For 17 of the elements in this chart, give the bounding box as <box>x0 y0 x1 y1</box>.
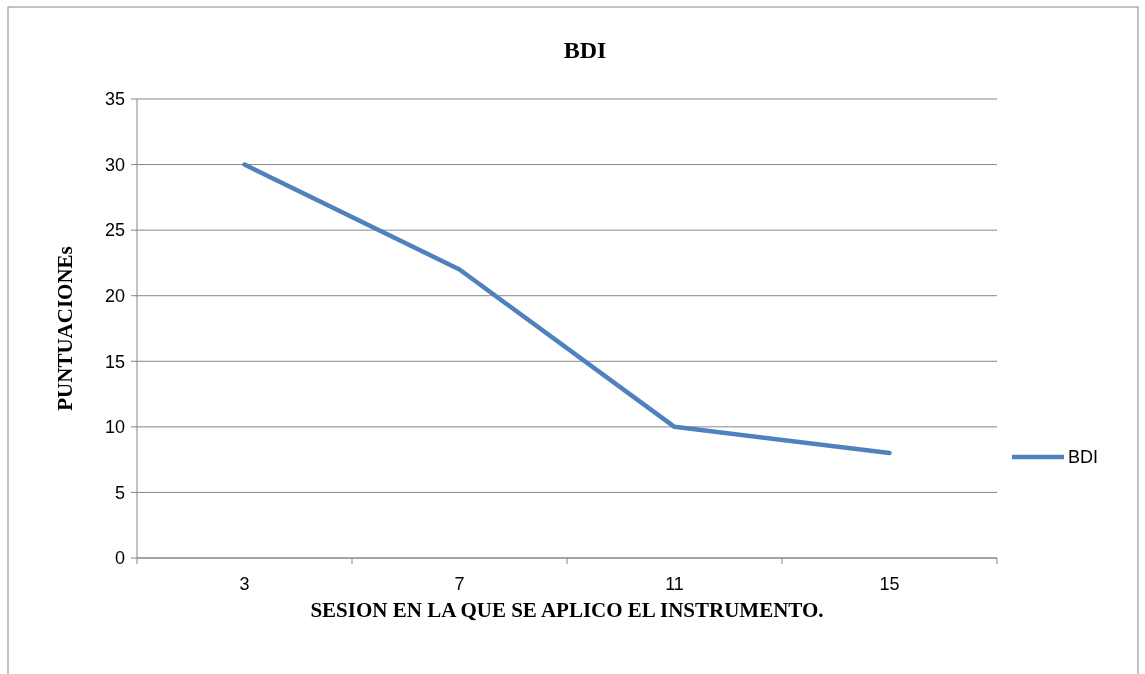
y-tick-label: 20 <box>104 286 125 307</box>
x-tick-label: 15 <box>879 574 900 594</box>
y-tick-label: 25 <box>104 220 125 241</box>
y-tick-label: 35 <box>104 89 125 110</box>
y-tick-label: 15 <box>104 351 125 372</box>
chart-title: BDI <box>563 37 607 63</box>
x-tick-label: 11 <box>665 574 684 594</box>
y-tick-label: 5 <box>114 482 125 503</box>
y-tick-label: 10 <box>104 417 125 438</box>
y-tick-label: 30 <box>104 154 125 175</box>
x-tick-label: 7 <box>454 574 465 594</box>
x-tick-label: 3 <box>239 574 250 594</box>
y-tick-label: 0 <box>114 548 125 569</box>
x-axis-title: SESION EN LA QUE SE APLICO EL INSTRUMENTO. <box>310 598 824 622</box>
legend-label: BDI <box>1068 447 1099 468</box>
y-axis-title: PUNTUACIONEs <box>53 246 77 411</box>
line-series <box>242 162 892 456</box>
